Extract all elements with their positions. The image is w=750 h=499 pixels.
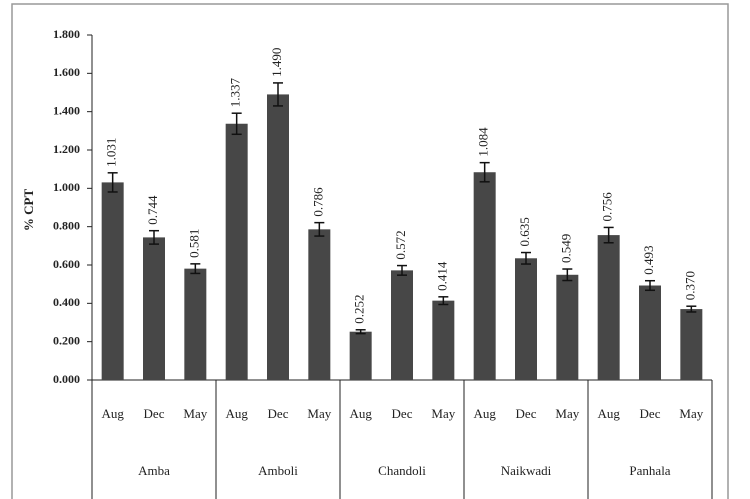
bar xyxy=(597,235,620,380)
y-tick-label: 1.400 xyxy=(53,103,80,117)
y-tick-label: 1.200 xyxy=(53,142,80,156)
y-tick-label: 1.800 xyxy=(53,27,80,41)
value-label: 0.786 xyxy=(310,187,325,217)
value-label: 0.493 xyxy=(641,245,656,274)
y-tick-label: 1.600 xyxy=(53,65,80,79)
value-label: 0.252 xyxy=(352,295,367,324)
x-tick-label: May xyxy=(183,406,207,421)
y-tick-label: 0.800 xyxy=(53,218,80,232)
bar xyxy=(515,258,537,380)
bar xyxy=(680,309,703,380)
x-tick-label: Dec xyxy=(392,406,413,421)
x-tick-label: May xyxy=(307,406,331,421)
x-tick-label: Aug xyxy=(101,406,124,421)
value-label: 0.581 xyxy=(186,229,201,258)
x-tick-label: Aug xyxy=(597,406,620,421)
bar xyxy=(391,270,413,380)
x-tick-label: Aug xyxy=(225,406,248,421)
x-tick-label: May xyxy=(679,406,703,421)
value-label: 1.337 xyxy=(228,77,243,107)
y-tick-label: 0.400 xyxy=(53,295,80,309)
group-label: Naikwadi xyxy=(501,463,552,478)
value-label: 0.635 xyxy=(517,217,532,246)
x-tick-label: Aug xyxy=(349,406,372,421)
group-label: Panhala xyxy=(629,463,670,478)
y-tick-label: 0.000 xyxy=(53,372,80,386)
value-label: 1.031 xyxy=(104,138,119,167)
bar xyxy=(143,237,165,380)
x-tick-label: Dec xyxy=(144,406,165,421)
group-label: Amba xyxy=(138,463,170,478)
x-tick-label: May xyxy=(431,406,455,421)
y-tick-label: 0.600 xyxy=(53,257,80,271)
x-tick-label: Aug xyxy=(473,406,496,421)
value-label: 0.370 xyxy=(682,271,697,300)
bar xyxy=(556,274,579,380)
x-tick-label: Dec xyxy=(516,406,537,421)
value-label: 1.084 xyxy=(476,127,491,157)
x-tick-label: Dec xyxy=(640,406,661,421)
y-tick-label: 0.200 xyxy=(53,333,80,347)
bar xyxy=(184,268,207,380)
value-label: 0.549 xyxy=(558,234,573,263)
bar xyxy=(639,285,661,380)
x-tick-label: Dec xyxy=(268,406,289,421)
group-label: Chandoli xyxy=(378,463,426,478)
x-tick-label: May xyxy=(555,406,579,421)
bar xyxy=(349,331,372,380)
value-label: 0.572 xyxy=(393,230,408,259)
y-axis-title: % CPT xyxy=(21,189,36,232)
y-tick-label: 1.000 xyxy=(53,180,80,194)
value-label: 1.490 xyxy=(269,48,284,77)
value-label: 0.756 xyxy=(600,192,615,222)
value-label: 0.744 xyxy=(145,195,160,225)
value-label: 0.414 xyxy=(434,261,449,291)
group-label: Amboli xyxy=(258,463,298,478)
bar xyxy=(225,123,248,380)
bar xyxy=(308,229,331,380)
bar xyxy=(473,172,496,380)
chart-frame xyxy=(11,3,729,499)
bar xyxy=(432,300,455,380)
bar xyxy=(101,182,124,380)
bar xyxy=(267,94,289,381)
